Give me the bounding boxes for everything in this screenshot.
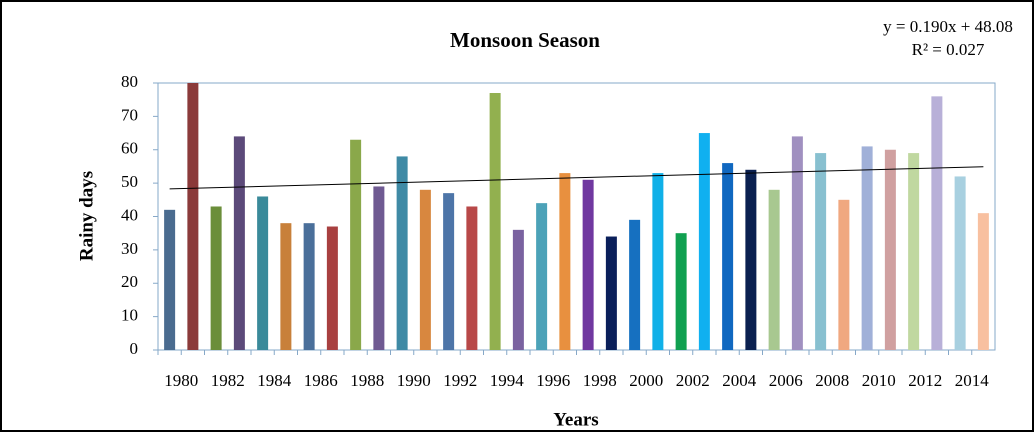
x-tick-label: 1984	[257, 371, 292, 390]
bar	[350, 139, 362, 350]
x-tick-label: 1990	[397, 371, 431, 390]
bar	[164, 209, 176, 350]
x-tick-label: 2002	[676, 371, 710, 390]
bar	[187, 83, 199, 350]
bar	[838, 199, 850, 350]
bar	[257, 196, 269, 350]
bar	[745, 169, 757, 350]
bar	[280, 223, 292, 350]
bar	[884, 149, 896, 350]
x-tick-label: 2000	[629, 371, 663, 390]
bar	[605, 236, 617, 350]
y-tick-label: 20	[121, 272, 138, 291]
x-tick-label: 2004	[722, 371, 757, 390]
bar	[303, 223, 315, 350]
bar	[233, 136, 245, 350]
y-tick-label: 70	[121, 105, 138, 124]
x-tick-label: 2012	[908, 371, 942, 390]
y-tick-label: 10	[121, 306, 138, 325]
y-tick-label: 40	[121, 205, 138, 224]
bar	[977, 213, 989, 350]
bar	[722, 163, 734, 350]
chart-title: Monsoon Season	[450, 28, 600, 52]
bar	[791, 136, 803, 350]
bar	[675, 233, 687, 350]
bar	[931, 96, 943, 350]
x-tick-label: 2008	[815, 371, 849, 390]
trend-line	[169, 166, 984, 190]
bar	[373, 186, 385, 350]
y-tick-label: 30	[121, 239, 138, 258]
bar	[512, 229, 524, 350]
bar	[652, 173, 664, 350]
bar	[210, 206, 222, 350]
trend-r-squared: R² = 0.027	[912, 40, 985, 59]
x-tick-label: 2010	[862, 371, 896, 390]
bar	[698, 133, 710, 350]
x-axis-title: Years	[553, 409, 598, 430]
bar	[419, 189, 431, 350]
x-tick-label: 1998	[583, 371, 617, 390]
x-tick-label: 2014	[955, 371, 990, 390]
bar	[396, 156, 408, 350]
y-axis-title: Rainy days	[76, 171, 97, 261]
bar	[443, 193, 455, 350]
x-tick-label: 1980	[164, 371, 198, 390]
x-tick-label: 1988	[350, 371, 384, 390]
y-tick-label: 0	[130, 339, 139, 358]
bar	[908, 153, 920, 350]
bar	[629, 219, 641, 350]
y-tick-label: 50	[121, 172, 138, 191]
trend-equation: y = 0.190x + 48.08	[883, 17, 1013, 36]
x-tick-label: 1996	[536, 371, 570, 390]
y-tick-label: 60	[121, 139, 138, 158]
bar	[559, 173, 571, 350]
x-tick-label: 1994	[490, 371, 525, 390]
bar	[466, 206, 478, 350]
bar	[489, 93, 501, 350]
bar	[536, 203, 548, 350]
bar	[326, 226, 338, 350]
bar	[861, 146, 873, 350]
bar	[582, 179, 594, 350]
bar	[768, 189, 780, 350]
x-tick-label: 1986	[304, 371, 338, 390]
x-tick-label: 1992	[443, 371, 477, 390]
x-tick-label: 1982	[211, 371, 245, 390]
y-tick-label: 80	[121, 72, 138, 91]
bar	[954, 176, 966, 350]
x-tick-label: 2006	[769, 371, 803, 390]
bar	[815, 153, 827, 350]
